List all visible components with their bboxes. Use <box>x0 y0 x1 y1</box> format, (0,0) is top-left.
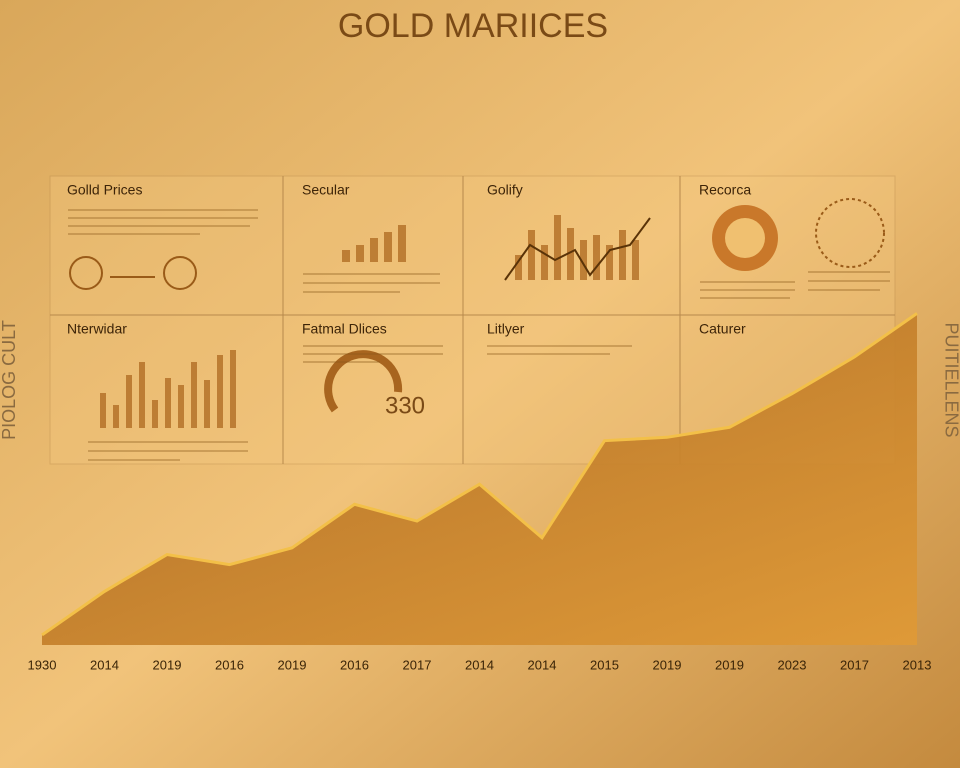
x-tick-label: 2023 <box>778 657 807 672</box>
x-tick-label: 2019 <box>653 657 682 672</box>
icon <box>815 198 885 268</box>
x-tick-label: 2017 <box>403 657 432 672</box>
side-label: PIOLOG CULT <box>0 320 19 440</box>
x-tick-label: 1930 <box>28 657 57 672</box>
x-tick-label: 2013 <box>903 657 932 672</box>
icon <box>725 218 765 258</box>
icon <box>69 256 103 290</box>
x-tick-label: 2014 <box>465 657 494 672</box>
x-tick-label: 2019 <box>153 657 182 672</box>
x-tick-label: 2017 <box>840 657 869 672</box>
x-tick-label: 2019 <box>715 657 744 672</box>
x-tick-label: 2016 <box>215 657 244 672</box>
panel-title: Secular <box>302 182 350 198</box>
panel-title: Fatmal Dlices <box>302 321 387 337</box>
x-tick-label: 2014 <box>90 657 119 672</box>
side-label: PUITIELLENS <box>941 322 960 437</box>
panel-title: Golld Prices <box>67 182 142 198</box>
mini-bars <box>100 215 639 428</box>
panel-title: Recorca <box>699 182 751 198</box>
icon <box>163 256 197 290</box>
x-tick-label: 2016 <box>340 657 369 672</box>
mini-line <box>504 217 651 281</box>
panel-title: Golify <box>487 182 523 198</box>
panel-title: Litlyer <box>487 321 525 337</box>
panel-title: Nterwidar <box>67 321 127 337</box>
x-tick-label: 2019 <box>278 657 307 672</box>
x-tick-label: 2014 <box>528 657 557 672</box>
gauge <box>324 350 403 413</box>
x-tick-label: 2015 <box>590 657 619 672</box>
title: GOLD MARIICES <box>338 7 608 45</box>
line <box>41 312 918 637</box>
gauge-value: 330 <box>385 392 425 419</box>
text-lines <box>68 209 890 461</box>
panel-title: Caturer <box>699 321 746 337</box>
area <box>42 313 917 645</box>
